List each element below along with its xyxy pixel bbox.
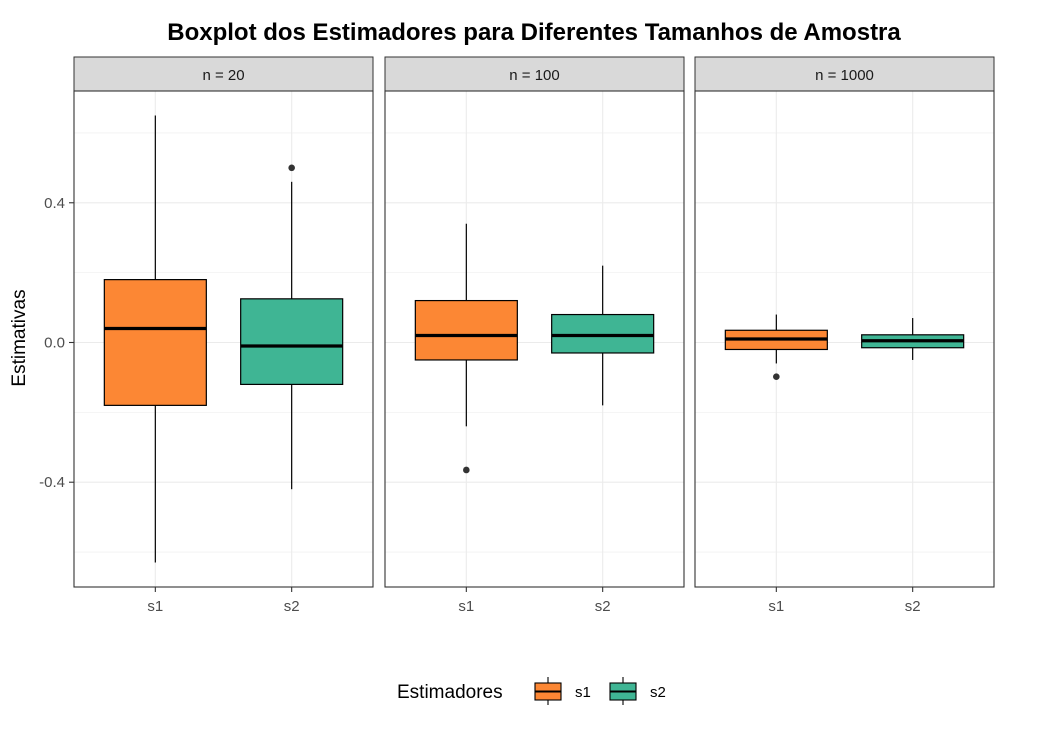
facet-strip-label: n = 20: [202, 67, 244, 84]
legend: Estimadores s1 s2: [397, 677, 666, 705]
box-iqr: [240, 298, 344, 386]
box-s1: [103, 115, 207, 563]
x-tick-label: s2: [284, 598, 300, 615]
x-tick-label: s1: [458, 598, 474, 615]
outlier-point: [463, 466, 470, 474]
x-tick-label: s1: [147, 598, 163, 615]
y-tick-label: 0.4: [44, 195, 65, 212]
outlier-point: [288, 164, 295, 172]
box-s2: [551, 265, 655, 406]
facet-panels: n = 20 s1 s2 n = 100 s1 s2 n = 1000 s1 s2: [73, 56, 995, 615]
chart-title: Boxplot dos Estimadores para Diferentes …: [167, 19, 901, 46]
panel-border: [73, 90, 374, 588]
y-axis-title: Estimativas: [9, 289, 30, 386]
facet-panel: n = 20 s1 s2: [73, 56, 374, 615]
legend-label: s2: [650, 684, 666, 701]
facet-panel: n = 100 s1 s2: [384, 56, 685, 615]
box-s1: [724, 314, 828, 381]
y-axis: -0.4 0.0 0.4: [39, 195, 74, 491]
facet-panel: n = 1000 s1 s2: [694, 56, 995, 615]
outlier-point: [773, 373, 780, 381]
box-iqr: [103, 279, 207, 406]
legend-label: s1: [575, 684, 591, 701]
facet-strip: [694, 56, 995, 92]
box-iqr: [551, 313, 655, 354]
facet-strip-label: n = 100: [509, 67, 559, 84]
legend-key-s1: [534, 677, 562, 705]
x-tick-label: s1: [768, 598, 784, 615]
y-tick-label: -0.4: [39, 474, 65, 491]
legend-key-s2: [609, 677, 637, 705]
box-s1: [414, 223, 518, 474]
box-iqr: [414, 299, 518, 361]
facet-strip: [384, 56, 685, 92]
x-tick-label: s2: [905, 598, 921, 615]
legend-title: Estimadores: [397, 682, 503, 703]
facet-strip-label: n = 1000: [815, 67, 874, 84]
y-tick-label: 0.0: [44, 334, 65, 351]
panel-border: [694, 90, 995, 588]
panel-border: [384, 90, 685, 588]
box-s2: [861, 318, 965, 360]
box-s2: [240, 164, 344, 490]
facet-strip: [73, 56, 374, 92]
x-tick-label: s2: [595, 598, 611, 615]
